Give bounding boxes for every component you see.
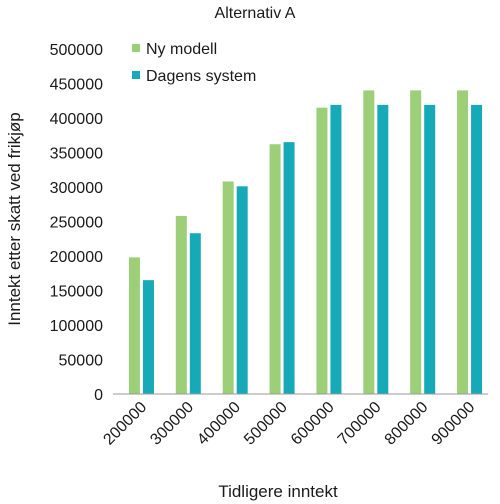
bar-dagens-system-800000 <box>424 104 436 394</box>
legend: Ny modell Dagens system <box>132 41 256 85</box>
legend-label: Ny modell <box>146 41 217 58</box>
x-tick-label: 800000 <box>382 399 432 449</box>
legend-label: Dagens system <box>146 68 256 85</box>
y-tick-label: 50000 <box>59 353 104 370</box>
bar-ny-modell-500000 <box>269 144 281 394</box>
bar-ny-modell-200000 <box>128 257 140 394</box>
y-axis-ticks: 0 50000 100000 150000 200000 250000 300000 3500… <box>50 42 103 404</box>
bar-ny-modell-600000 <box>316 107 328 395</box>
bar-dagens-system-300000 <box>189 233 201 394</box>
x-axis-ticks: 2000003000004000005000006000007000008000… <box>100 399 478 449</box>
y-axis-title: Inntekt etter skatt ved frikjøp <box>5 112 24 326</box>
bar-dagens-system-700000 <box>377 104 389 394</box>
x-axis-title: Tidligere inntekt <box>218 482 338 501</box>
x-tick-label: 600000 <box>288 399 338 449</box>
legend-swatch <box>132 44 140 52</box>
x-tick-label: 200000 <box>100 399 150 449</box>
legend-swatch <box>132 71 140 79</box>
x-tick-label: 300000 <box>147 399 197 449</box>
bar-dagens-system-600000 <box>330 104 342 394</box>
y-tick-label: 0 <box>94 387 103 404</box>
bars <box>128 90 483 395</box>
x-tick-label: 400000 <box>194 399 244 449</box>
bar-ny-modell-300000 <box>175 215 187 394</box>
bar-ny-modell-700000 <box>363 90 375 395</box>
y-tick-label: 250000 <box>50 215 103 232</box>
x-tick-label: 900000 <box>429 399 479 449</box>
bar-dagens-system-400000 <box>236 186 248 394</box>
y-tick-label: 350000 <box>50 146 103 163</box>
y-tick-label: 100000 <box>50 318 103 335</box>
y-tick-label: 450000 <box>50 77 103 94</box>
y-tick-label: 300000 <box>50 180 103 197</box>
bar-dagens-system-500000 <box>283 142 295 394</box>
bar-ny-modell-400000 <box>222 181 234 394</box>
bar-dagens-system-200000 <box>142 280 154 394</box>
bar-dagens-system-900000 <box>471 104 483 394</box>
bar-ny-modell-800000 <box>410 90 422 395</box>
x-tick-label: 500000 <box>241 399 291 449</box>
x-tick-label: 700000 <box>335 399 385 449</box>
y-tick-label: 200000 <box>50 249 103 266</box>
chart-title: Alternativ A <box>215 5 296 22</box>
y-tick-label: 500000 <box>50 42 103 59</box>
y-tick-label: 400000 <box>50 111 103 128</box>
y-tick-label: 150000 <box>50 284 103 301</box>
bar-ny-modell-900000 <box>457 90 469 395</box>
